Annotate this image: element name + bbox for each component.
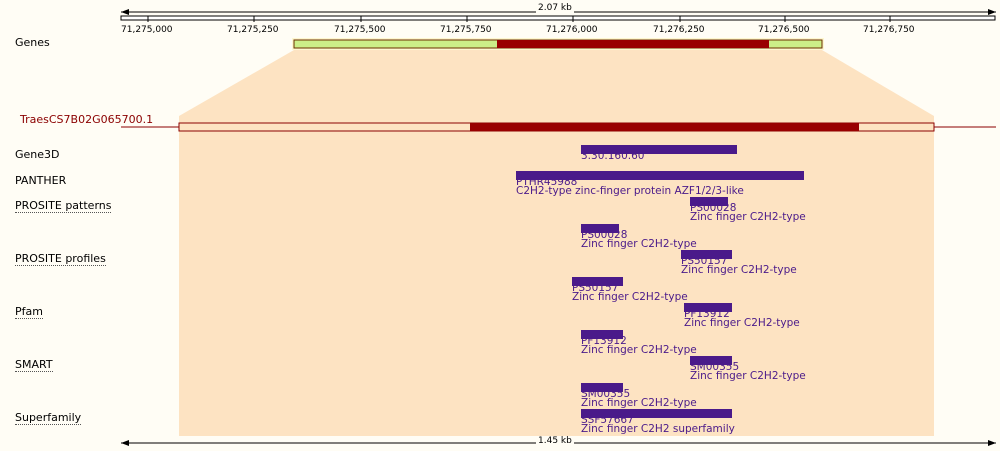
feature-name[interactable]: PS50157 [681,255,728,267]
scale-tick-label: 71,276,500 [758,25,810,35]
feature-bar-superfamily[interactable] [581,409,732,418]
feature-description: Zinc finger C2H2-type [690,211,806,223]
scale-tick-label: 71,276,250 [653,25,705,35]
feature-description: Zinc finger C2H2-type [572,291,688,303]
scale-tick-label: 71,275,500 [334,25,386,35]
feature-name[interactable]: PS00028 [690,202,737,214]
top-scale-span-label: 2.07 kb [536,3,574,13]
track-label-pfam[interactable]: Pfam [15,305,43,319]
feature-bar-gene3d[interactable] [581,145,737,154]
scale-tick-label: 71,275,250 [227,25,279,35]
track-label-prosite-patterns[interactable]: PROSITE patterns [15,199,112,213]
feature-description: Zinc finger C2H2-type [581,397,697,409]
feature-name[interactable]: SSF57667 [581,414,634,426]
feature-description: Zinc finger C2H2-type [581,238,697,250]
track-label-superfamily[interactable]: Superfamily [15,411,82,425]
track-label-gene3d[interactable]: Gene3D [15,148,60,161]
feature-description: Zinc finger C2H2-type [684,317,800,329]
feature-name[interactable]: SM00355 [581,388,631,400]
track-label-prosite-profiles[interactable]: PROSITE profiles [15,252,106,266]
feature-bar-pfam[interactable] [684,303,732,312]
track-label-smart[interactable]: SMART [15,358,53,372]
feature-bar-prosite-profiles[interactable] [681,250,732,259]
feature-description: Zinc finger C2H2-type [690,370,806,382]
zoom-region [179,50,934,436]
feature-bar-smart[interactable] [690,356,732,365]
scale-tick-label: 71,276,750 [863,25,915,35]
feature-bar-prosite-profiles[interactable] [572,277,623,286]
scale-tick-label: 71,275,000 [121,25,173,35]
feature-bar-prosite-patterns[interactable] [581,224,619,233]
genes-track-label: Genes [15,36,50,49]
gene-model[interactable] [292,38,824,50]
feature-bar-pfam[interactable] [581,330,623,339]
transcript-label[interactable]: TraesCS7B02G065700.1 [20,113,154,126]
transcript-model[interactable] [121,122,996,132]
track-label-panther[interactable]: PANTHER [15,174,67,187]
feature-name[interactable]: PF13912 [684,308,730,320]
bottom-scale-span-label: 1.45 kb [536,436,574,446]
feature-bar-prosite-patterns[interactable] [690,197,728,206]
feature-name[interactable]: PF13912 [581,335,627,347]
feature-name[interactable]: PS50157 [572,282,619,294]
feature-name[interactable]: PTHR45988 [516,176,578,188]
scale-tick-label: 71,275,750 [440,25,492,35]
feature-description: Zinc finger C2H2 superfamily [581,423,735,435]
feature-name[interactable]: SM00355 [690,361,740,373]
feature-description: Zinc finger C2H2-type [581,344,697,356]
feature-bar-smart[interactable] [581,383,623,392]
feature-name[interactable]: PS00028 [581,229,628,241]
feature-description: Zinc finger C2H2-type [681,264,797,276]
scale-tick-label: 71,276,000 [546,25,598,35]
feature-name[interactable]: 3.30.160.60 [581,150,645,162]
feature-description: C2H2-type zinc-finger protein AZF1/2/3-l… [516,185,744,197]
feature-bar-panther[interactable] [516,171,804,180]
